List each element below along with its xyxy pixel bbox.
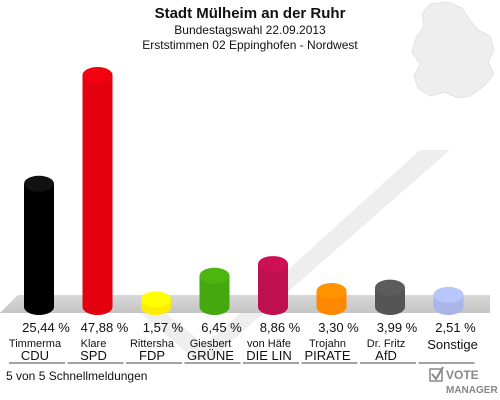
value-label: 25,44 % (22, 320, 70, 335)
bar-fdp (141, 291, 171, 315)
bar-cap (375, 279, 405, 296)
logo-text-line1: VOTE (446, 368, 479, 382)
party-label: DIE LIN (246, 348, 292, 363)
chart-subtitle-district: Erststimmen 02 Eppinghofen - Nordwest (142, 38, 358, 52)
bar-die-lin (258, 256, 288, 315)
watermark-check-icon (135, 150, 450, 360)
candidate-label: Klare (81, 338, 107, 350)
candidate-label: Dr. Fritz (367, 338, 406, 350)
bar-spd (82, 67, 113, 315)
bar-body (82, 75, 113, 315)
value-label: 1,57 % (143, 320, 184, 335)
bar-group (24, 67, 464, 315)
bar-cap (258, 256, 288, 273)
value-label: 3,99 % (377, 320, 418, 335)
party-label: PIRATE (305, 348, 351, 363)
candidate-label: Timmerma (9, 338, 62, 350)
bar-body (24, 183, 54, 315)
party-label: GRÜNE (187, 348, 234, 363)
bar-sonstige (433, 286, 464, 315)
candidate-label: Trojahn (309, 338, 346, 350)
value-label: 3,30 % (318, 320, 359, 335)
germany-map-icon (411, 1, 495, 99)
bar-cap (82, 67, 113, 83)
value-label: 6,45 % (201, 320, 242, 335)
bar-afd (375, 279, 405, 315)
bar-gr-ne (199, 267, 230, 315)
party-label: Sonstige (427, 337, 478, 352)
candidate-label: Giesbert (190, 338, 232, 350)
candidate-label: Rittersha (130, 338, 175, 350)
footer-note: 5 von 5 Schnellmeldungen (6, 369, 147, 383)
bar-body (199, 275, 230, 315)
logo-text-line2: MANAGER (446, 385, 498, 396)
bar-cap (433, 286, 464, 303)
bar-cap (199, 267, 230, 284)
candidate-label: von Häfe (247, 338, 291, 350)
party-label: AfD (375, 348, 397, 363)
value-label: 2,51 % (435, 320, 476, 335)
value-label: 8,86 % (260, 320, 301, 335)
bar-cap (316, 283, 347, 300)
chart-floor (0, 295, 490, 313)
bar-cap (141, 291, 171, 308)
party-label: SPD (80, 348, 107, 363)
vote-manager-logo: VOTE MANAGER (429, 366, 498, 396)
bar-cap (24, 175, 54, 192)
value-label: 47,88 % (81, 320, 129, 335)
bar-body (258, 264, 288, 315)
party-label: FDP (139, 348, 165, 363)
chart-subtitle-election: Bundestagswahl 22.09.2013 (174, 23, 326, 37)
bar-cdu (24, 175, 54, 315)
bar-pirate (316, 283, 347, 315)
party-label: CDU (21, 348, 49, 363)
chart-title: Stadt Mülheim an der Ruhr (155, 5, 346, 22)
